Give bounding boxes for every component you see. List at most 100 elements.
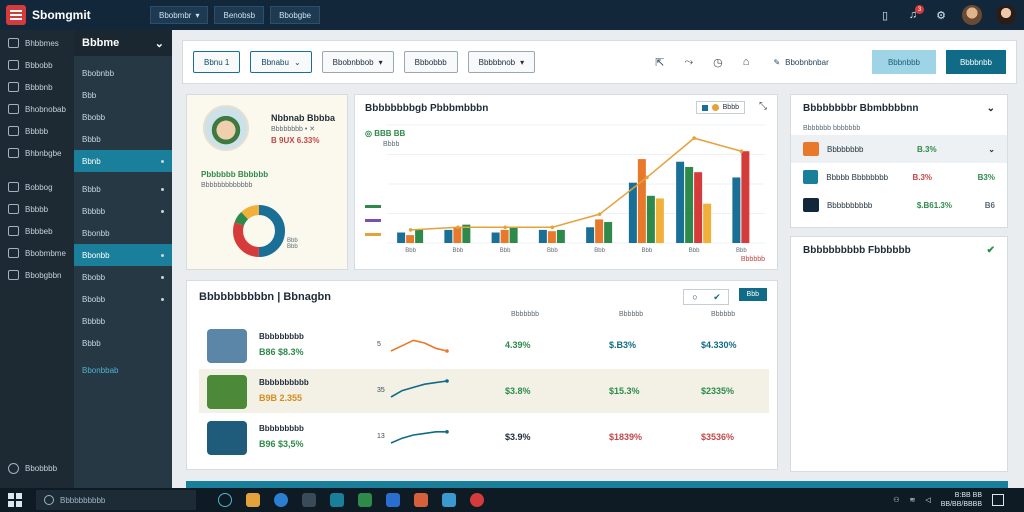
chart-bar[interactable] xyxy=(655,198,664,243)
chart-bar[interactable] xyxy=(462,224,471,243)
photos-icon[interactable] xyxy=(442,493,456,507)
expand-icon[interactable]: ⤡ xyxy=(759,101,767,112)
trend-point[interactable] xyxy=(456,225,460,230)
chart-bar[interactable] xyxy=(509,227,518,243)
folder-icon[interactable] xyxy=(246,493,260,507)
rail-item-10[interactable]: Bbobmbme xyxy=(0,242,74,264)
subnav-item-8[interactable]: Bbonbb xyxy=(82,228,110,238)
trend-point[interactable] xyxy=(503,225,507,230)
rail-item-9[interactable]: Bbbbeb xyxy=(0,220,74,242)
rail-item-3[interactable]: Bbbbnb xyxy=(0,76,74,98)
subnav-link[interactable]: Bbonbbab xyxy=(82,366,119,375)
subnav-item-6[interactable]: Bbbb xyxy=(74,178,172,200)
summary-row[interactable]: Bbbbb Bbbbbbbb B.3% B3% xyxy=(791,163,1007,191)
subnav-item-5[interactable]: Bbnb xyxy=(74,150,172,172)
edge-icon[interactable] xyxy=(274,493,288,507)
chart-bar[interactable] xyxy=(586,227,595,243)
chart-bar[interactable] xyxy=(556,229,565,243)
word-icon[interactable] xyxy=(386,493,400,507)
rail-footer[interactable]: Bbobbbb xyxy=(8,463,57,474)
feature-header[interactable]: Bbbbbbbbbb Fbbbbbb ✔ xyxy=(803,244,995,256)
network-icon[interactable]: ⚇ xyxy=(893,497,900,504)
clock-icon[interactable]: ◷ xyxy=(713,56,723,69)
trend-point[interactable] xyxy=(739,149,744,154)
chart-bar[interactable] xyxy=(628,182,637,243)
chart-bar[interactable] xyxy=(646,195,655,243)
rail-item-4[interactable]: Bhobnobab xyxy=(0,98,74,120)
toolbar-dropdown-1[interactable]: Bbnabu ⌄ xyxy=(250,51,312,73)
table-row[interactable]: Bbbbbbbbbb B9B 2.355 35 $3.8% $15.3% $23… xyxy=(199,369,769,413)
more-icon[interactable]: ⌄ xyxy=(988,144,995,154)
media-icon[interactable] xyxy=(414,493,428,507)
app-icon[interactable] xyxy=(358,493,372,507)
table-row[interactable]: Bbbbbbbbb B86 $8.3% 5 4.39% $.B3% $4.330… xyxy=(199,323,769,367)
cortana-icon[interactable] xyxy=(218,493,232,507)
summary-row[interactable]: Bbbbbbbb B.3% ⌄ xyxy=(791,135,1007,163)
rail-item-11[interactable]: Bbobgbbn xyxy=(0,264,74,286)
chart-bar[interactable] xyxy=(694,172,703,243)
chart-bar[interactable] xyxy=(685,166,694,243)
summary-header[interactable]: Bbbbbbbbr Bbmbbbbnn ⌄ xyxy=(803,102,995,114)
phone-icon[interactable]: ▯ xyxy=(881,9,889,22)
chart-filter-chips[interactable]: Bbbb xyxy=(695,101,745,114)
home-icon[interactable]: ⌂ xyxy=(742,55,750,68)
chart-bar[interactable] xyxy=(703,203,712,243)
app-brand[interactable]: Sbomgmit xyxy=(0,5,150,25)
chart-bar[interactable] xyxy=(741,151,750,243)
top-tab-2[interactable]: Benobsb xyxy=(214,6,265,24)
trend-point[interactable] xyxy=(408,228,413,232)
subnav-item-12[interactable]: Bbbbb xyxy=(82,316,106,326)
chart-bar[interactable] xyxy=(444,229,453,243)
subnav-item-11[interactable]: Bbobb xyxy=(74,288,172,310)
toolbar-button-2[interactable]: Bbbobbb xyxy=(403,51,458,73)
toolbar-button-1[interactable]: Bbnu 1 xyxy=(193,51,241,73)
chart-bar[interactable] xyxy=(604,222,613,243)
subnav-item-3[interactable]: Bbobb xyxy=(82,112,106,122)
subnav-header[interactable]: Bbbme ⌄ xyxy=(74,30,172,56)
chart-bar[interactable] xyxy=(491,232,500,243)
chart-bar[interactable] xyxy=(453,227,462,243)
secondary-button[interactable]: Bbbnbbb xyxy=(871,50,936,74)
volume-icon[interactable]: ◁ xyxy=(925,497,931,504)
toolbar-dropdown-2[interactable]: Bbobnbbob ▾ xyxy=(321,51,394,73)
pointer-icon[interactable]: ⇱ xyxy=(655,56,665,69)
user-avatar[interactable] xyxy=(996,5,1016,25)
toolbar-dropdown-3[interactable]: Bbbbbnob ▾ xyxy=(467,51,536,73)
rail-item-2[interactable]: Bbbobb xyxy=(0,54,74,76)
settings-icon[interactable] xyxy=(302,493,316,507)
trend-point[interactable] xyxy=(692,136,696,140)
chart-bar[interactable] xyxy=(538,229,547,243)
subnav-item-9[interactable]: Bbonbb xyxy=(74,244,172,266)
bell-icon[interactable]: ♫ 3 xyxy=(906,5,924,22)
subnav-item-4[interactable]: Bbbb xyxy=(82,134,101,144)
rail-item-8[interactable]: Bbbbb xyxy=(0,198,74,220)
summary-row[interactable]: Bbbbbbbbbb $.B61.3% B6 xyxy=(791,191,1007,219)
subnav-item-10[interactable]: Bbobb xyxy=(74,266,172,288)
share-icon[interactable]: ⤳ xyxy=(684,55,694,68)
primary-button[interactable]: Bbbbnbb xyxy=(945,50,1006,74)
rail-item-1[interactable]: Bhbbmes xyxy=(0,32,74,54)
start-icon[interactable] xyxy=(8,493,22,507)
top-tab-3[interactable]: Bbobgbe xyxy=(270,6,321,24)
trend-point[interactable] xyxy=(550,225,555,230)
notifications-icon[interactable] xyxy=(992,494,1004,506)
table-row[interactable]: Bbbbbbbbb B96 $3,5% 13 $3.9% $1839% $353… xyxy=(199,415,769,459)
chart-bar[interactable] xyxy=(676,161,685,243)
chart-bar[interactable] xyxy=(415,229,424,243)
chart-bar[interactable] xyxy=(406,235,415,243)
rail-item-7[interactable]: Bobbog xyxy=(0,176,74,198)
relations-tab[interactable]: Bbb xyxy=(738,288,767,301)
subnav-item-7[interactable]: Bbbbb xyxy=(74,200,172,222)
chart-bar[interactable] xyxy=(595,219,604,243)
view-toggle[interactable]: ○ ✔ xyxy=(683,289,729,305)
rail-item-6[interactable]: Bhbnbgbe xyxy=(0,142,74,164)
terminal-icon[interactable] xyxy=(330,493,344,507)
gear-icon[interactable]: ⚙ xyxy=(936,9,946,22)
check-icon[interactable]: ✔ xyxy=(713,291,721,302)
top-tab-1[interactable]: Bbobmbr ▾ xyxy=(150,6,209,24)
chart-bar[interactable] xyxy=(500,229,509,243)
trend-point[interactable] xyxy=(597,212,602,216)
rail-item-5[interactable]: Bbbbb xyxy=(0,120,74,142)
clock[interactable]: B:BB BB BB/BB/BBBB xyxy=(940,492,982,508)
avatar[interactable] xyxy=(962,5,982,25)
